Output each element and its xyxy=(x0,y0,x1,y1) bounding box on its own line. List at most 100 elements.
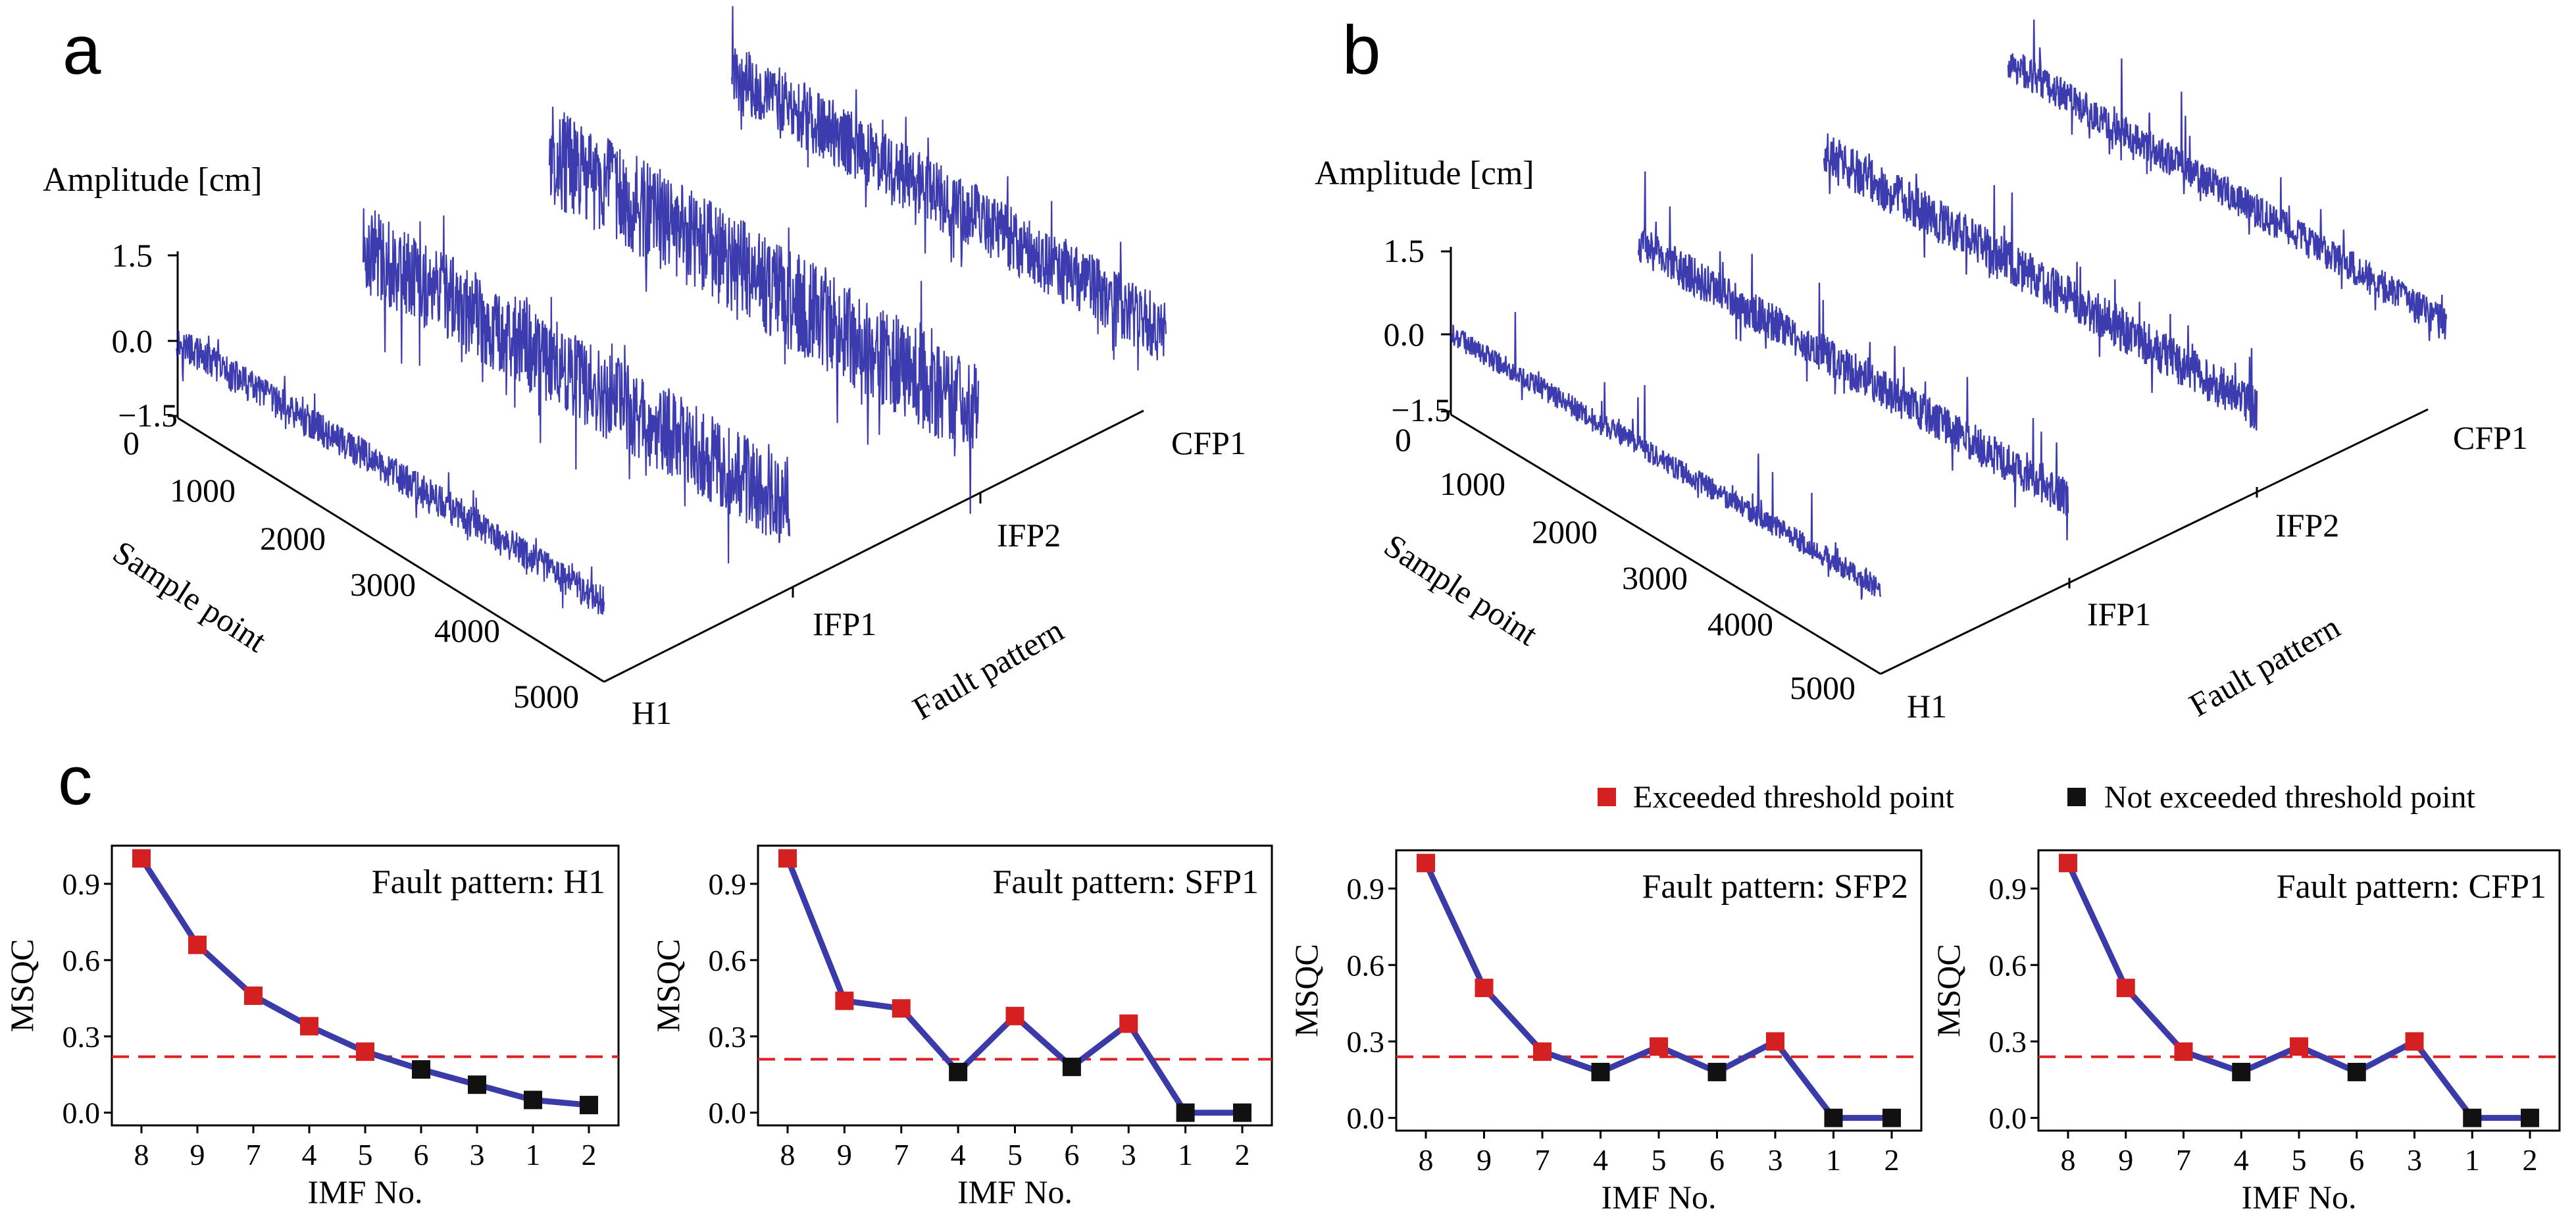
y-tick-label: 0.3 xyxy=(1347,1025,1385,1058)
y-tick-label: 0.9 xyxy=(709,867,747,901)
x-tick-label: 8 xyxy=(1419,1143,1434,1177)
x-tick-label: 8 xyxy=(134,1138,149,1171)
legend-exceeded-marker xyxy=(1598,788,1616,806)
x-tick-label: 8 xyxy=(2061,1143,2076,1177)
marker-exceeded xyxy=(2405,1032,2424,1051)
y-tick-label: 0.0 xyxy=(1347,1102,1385,1135)
panel-a-z-tick: −1.5 xyxy=(118,397,178,434)
signal-trace-ifp1 xyxy=(1637,171,2069,540)
marker-not-exceeded xyxy=(1882,1108,1901,1127)
x-tick-label: 6 xyxy=(1709,1143,1725,1177)
x-tick-label: 4 xyxy=(2234,1143,2249,1177)
x-tick-label: 5 xyxy=(2292,1143,2307,1177)
x-tick-label: 9 xyxy=(1477,1143,1492,1177)
y-tick-label: 0.6 xyxy=(1989,948,2027,982)
y-tick-label: 0.6 xyxy=(63,944,101,977)
chart-title: Fault pattern: SFP2 xyxy=(1642,868,1908,906)
x-tick-label: 3 xyxy=(470,1138,485,1171)
panel-b-letter: b xyxy=(1342,12,1380,89)
marker-not-exceeded xyxy=(1062,1058,1081,1077)
marker-exceeded xyxy=(2174,1042,2193,1061)
msqc-chart-4: 0.0 0.3 0.6 0.9 8 9 7 4 5 6 3 1 2 IMF No. MSQC Fault pa… xyxy=(1930,849,2561,1216)
panel-a-sample-axis xyxy=(177,417,605,683)
panel-c-msqc: c Exceeded threshold point Not exceeded … xyxy=(3,742,2561,1216)
x-axis-label: IMF No. xyxy=(307,1173,422,1210)
x-tick-label: 4 xyxy=(1593,1143,1608,1177)
legend-not-exceeded-label: Not exceeded threshold point xyxy=(2104,780,2476,815)
chart-title: Fault pattern: SFP1 xyxy=(993,863,1259,901)
y-tick-label: 0.0 xyxy=(709,1096,747,1130)
y-axis-label: MSQC xyxy=(1288,944,1325,1037)
x-tick-label: 2 xyxy=(1235,1138,1250,1171)
x-tick-label: 7 xyxy=(2176,1143,2191,1177)
panel-c-letter: c xyxy=(58,742,93,819)
panel-b-x-tick: 5000 xyxy=(1790,669,1856,706)
x-tick-label: 2 xyxy=(2523,1143,2538,1177)
marker-not-exceeded xyxy=(1707,1062,1727,1081)
panel-a-z-tick: 0.0 xyxy=(112,322,153,359)
panel-b-y-tick: IFP1 xyxy=(2087,596,2151,632)
panel-a-x-tick: 4000 xyxy=(434,612,500,649)
signal-trace-cfp1 xyxy=(2007,19,2448,342)
y-tick-label: 0.9 xyxy=(63,867,101,901)
marker-not-exceeded xyxy=(949,1062,968,1081)
x-tick-label: 1 xyxy=(526,1138,541,1171)
marker-exceeded xyxy=(188,935,207,954)
y-tick-label: 0.0 xyxy=(63,1096,101,1130)
panel-b-x-tick: 4000 xyxy=(1707,605,1773,642)
marker-exceeded xyxy=(835,991,854,1010)
panel-a-x-tick: 2000 xyxy=(260,520,326,557)
x-tick-label: 6 xyxy=(1064,1138,1079,1171)
panel-a-y-tick: IFP2 xyxy=(997,517,1061,553)
x-tick-label: 5 xyxy=(1007,1138,1023,1171)
y-tick-label: 0.6 xyxy=(1347,948,1385,982)
marker-exceeded xyxy=(1533,1042,1552,1061)
x-tick-label: 6 xyxy=(2349,1143,2364,1177)
x-tick-label: 6 xyxy=(414,1138,429,1171)
x-tick-label: 3 xyxy=(1121,1138,1136,1171)
x-tick-label: 2 xyxy=(582,1138,597,1171)
marker-exceeded xyxy=(1417,854,1435,873)
x-tick-label: 1 xyxy=(1826,1143,1841,1177)
x-tick-label: 1 xyxy=(1178,1138,1193,1171)
legend-not-exceeded-marker xyxy=(2067,788,2086,806)
y-tick-label: 0.9 xyxy=(1989,872,2027,906)
y-tick-label: 0.9 xyxy=(1347,872,1385,906)
panel-b-x-label: Sample point xyxy=(1378,526,1544,652)
x-tick-label: 2 xyxy=(1884,1143,1900,1177)
panel-a-y-tick: H1 xyxy=(632,694,672,731)
msqc-chart-2: 0.0 0.3 0.6 0.9 8 9 7 4 5 6 3 1 2 IMF No. MSQC Fault pa… xyxy=(649,844,1273,1210)
panel-a-x-label: Sample point xyxy=(107,533,273,659)
panel-b-x-tick: 1000 xyxy=(1440,465,1505,502)
msqc-chart-3: 0.0 0.3 0.6 0.9 8 9 7 4 5 6 3 1 2 IMF No. MSQC Fault pa… xyxy=(1288,849,1923,1216)
marker-exceeded xyxy=(778,849,797,868)
marker-not-exceeded xyxy=(524,1091,542,1110)
panel-a-x-tick: 5000 xyxy=(513,678,579,715)
signal-trace-ifp2 xyxy=(548,107,980,514)
marker-not-exceeded xyxy=(2463,1108,2482,1127)
marker-exceeded xyxy=(300,1017,318,1036)
panel-a-letter: a xyxy=(63,12,101,89)
signal-trace-cfp1 xyxy=(730,6,1167,371)
signal-trace-ifp2 xyxy=(1823,133,2258,431)
x-axis-label: IMF No. xyxy=(957,1173,1073,1210)
chart-title: Fault pattern: H1 xyxy=(372,863,605,901)
panel-b-x-tick: 2000 xyxy=(1532,513,1598,550)
panel-b-signals xyxy=(1450,19,2448,600)
panel-a-y-label: Fault pattern xyxy=(907,611,1070,727)
x-axis-label: IMF No. xyxy=(2241,1179,2356,1216)
msqc-chart-1: 0.0 0.3 0.6 0.9 8 9 7 4 5 6 3 1 2 IMF No. MSQC Fault pa… xyxy=(3,844,620,1210)
marker-exceeded xyxy=(1766,1032,1784,1051)
panel-a-pattern-axis xyxy=(603,409,1144,683)
marker-exceeded xyxy=(132,849,151,868)
chart-title: Fault pattern: CFP1 xyxy=(2277,868,2546,906)
panel-a-y-tick: IFP1 xyxy=(813,605,876,642)
panel-b-z-tick: 0.0 xyxy=(1384,316,1425,353)
x-tick-label: 4 xyxy=(951,1138,966,1171)
x-axis-label: IMF No. xyxy=(1601,1179,1716,1216)
panel-b-waterfall: b Amplitude [cm] 1.5 0.0 −1.5 0 1000 200… xyxy=(1315,12,2528,725)
marker-not-exceeded xyxy=(2347,1062,2366,1081)
x-tick-label: 5 xyxy=(1652,1143,1667,1177)
panel-a-z-tick: 1.5 xyxy=(112,237,153,274)
